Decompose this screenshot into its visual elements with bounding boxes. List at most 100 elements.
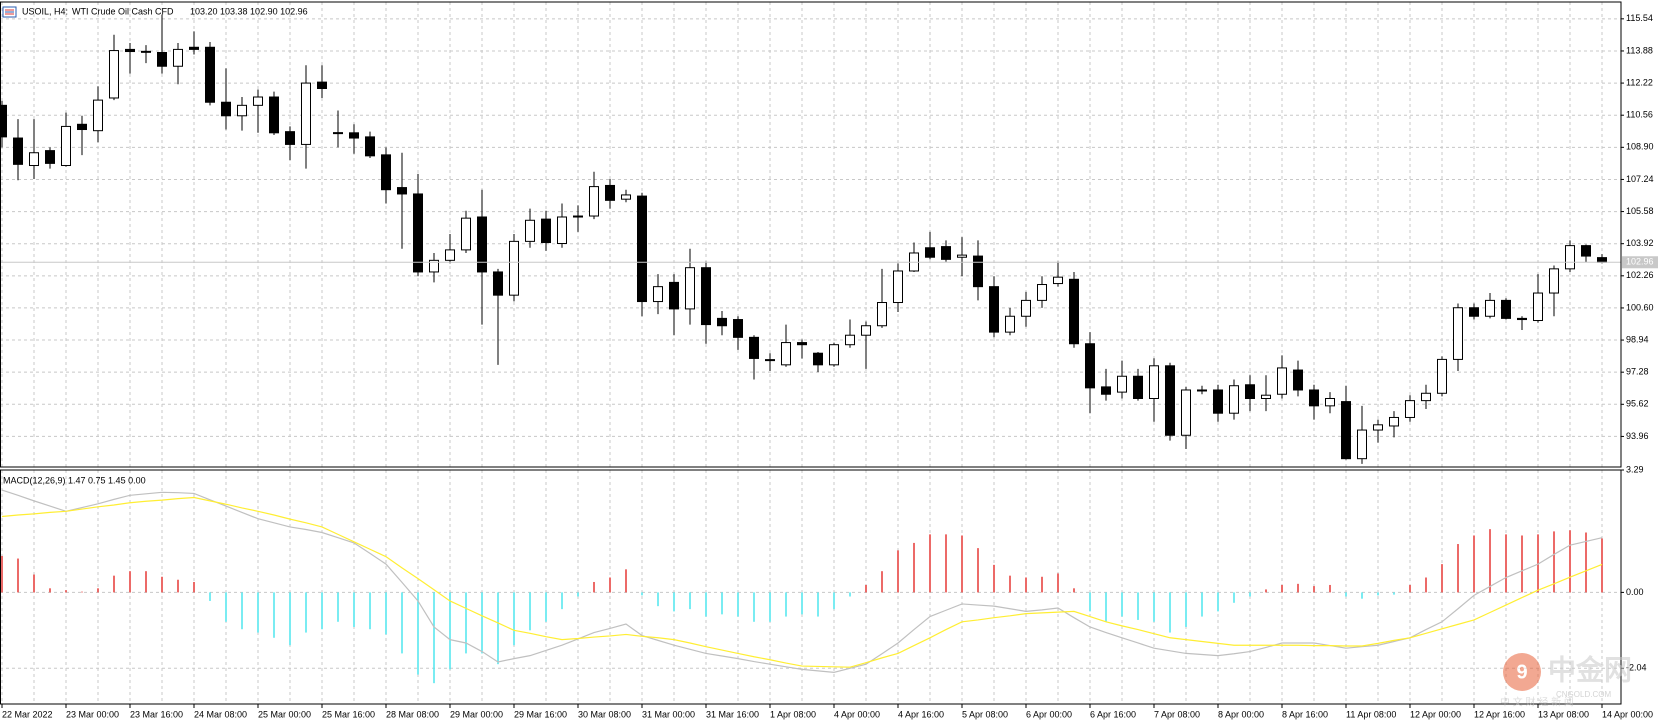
candle-body [1421,392,1431,402]
candle-body [893,270,903,304]
candle-body [493,271,503,296]
y-tick-label: 105.58 [1626,206,1654,216]
candle-body [509,240,519,296]
x-tick-label: 28 Mar 08:00 [386,709,439,719]
x-tick-label: 1 Apr 08:00 [770,709,816,719]
x-tick-label: 30 Mar 08:00 [578,709,631,719]
x-tick-label: 6 Apr 16:00 [1090,709,1136,719]
y-tick-label: 3.29 [1626,464,1644,474]
candle-body [237,104,247,117]
candle-body [13,137,23,165]
y-tick-label: 0.00 [1626,587,1644,597]
candle-body [557,216,567,244]
x-tick-label: 4 Apr 00:00 [834,709,880,719]
candle-body [205,46,215,103]
candle-body [1549,268,1559,294]
candle-body [1533,292,1543,322]
candle-body [1517,317,1527,321]
candle-body [1469,307,1479,317]
candle-body [605,184,615,201]
candle-body [525,219,535,242]
candle-body [1021,299,1031,317]
watermark-tagline: 中 文 财 经 新 闻 [1500,696,1574,709]
x-tick-label: 23 Mar 16:00 [130,709,183,719]
candle-body [1565,245,1575,270]
x-tick-label: 22 Mar 2022 [2,709,53,719]
x-tick-label: 14 Apr 00:00 [1602,709,1653,719]
candle-body [397,187,407,195]
candle-body [477,216,487,273]
candle-body [61,125,71,167]
y-tick-label: 108.90 [1626,142,1654,152]
ohlc-label: 103.20 103.38 102.90 102.96 [190,6,308,16]
x-tick-label: 29 Mar 16:00 [514,709,567,719]
candle-body [1149,365,1159,399]
y-tick-label: 110.56 [1626,110,1653,120]
candle-body [1053,276,1063,285]
indicator-title: MACD(12,26,9) 1.47 0.75 1.45 0.00 [3,475,146,485]
candle-body [1405,400,1415,418]
x-tick-label: 23 Mar 00:00 [66,709,119,719]
candle-body [1501,299,1511,319]
candle-body [445,249,455,261]
candle-body [877,302,887,327]
candle-body [621,194,631,200]
candle-body [1165,365,1175,436]
x-tick-label: 25 Mar 00:00 [258,709,311,719]
candle-body [301,82,311,145]
x-tick-label: 4 Apr 16:00 [898,709,944,719]
candle-body [365,136,375,157]
x-tick-label: 31 Mar 16:00 [706,709,759,719]
y-tick-label: 107.24 [1626,174,1654,184]
symbol: USOIL, H4: [22,6,68,16]
candle-body [765,359,775,362]
candle-body [189,46,199,50]
y-tick-label: 93.96 [1626,431,1649,441]
candle-body [749,336,759,359]
x-tick-label: 8 Apr 00:00 [1218,709,1264,719]
candle-body [253,96,263,106]
candle-body [1309,389,1319,407]
y-tick-label: 97.28 [1626,367,1649,377]
candle-body [1597,257,1607,263]
candle-body [1197,389,1207,392]
candle-body [669,281,679,310]
x-tick-label: 5 Apr 08:00 [962,709,1008,719]
candle-body [157,52,167,67]
candle-body [1133,375,1143,399]
candle-body [1245,384,1255,399]
y-tick-label: -2.04 [1626,663,1647,673]
candle-body [1389,416,1399,427]
candle-body [381,154,391,191]
candle-body [141,50,151,53]
candle-body [317,81,327,89]
candle-body [1037,284,1047,301]
candle-body [109,50,119,99]
x-tick-label: 7 Apr 08:00 [1154,709,1200,719]
candle-body [269,96,279,134]
y-tick-label: 95.62 [1626,399,1649,409]
last-price-label: 102.96 [1626,257,1654,267]
candle-body [1069,278,1079,345]
candle-body [653,286,663,303]
y-tick-label: 98.94 [1626,334,1649,344]
candle-body [941,246,951,260]
candle-body [701,267,711,326]
candle-body [45,150,55,164]
x-tick-label: 25 Mar 16:00 [322,709,375,719]
x-tick-label: 24 Mar 08:00 [194,709,247,719]
svg-text:9: 9 [1516,661,1527,683]
candle-body [957,254,967,258]
x-tick-label: 6 Apr 00:00 [1026,709,1072,719]
symbol-icon [2,6,17,18]
candle-body [1261,394,1271,399]
candle-body [781,342,791,366]
candle-body [285,131,295,145]
y-tick-label: 100.60 [1626,302,1654,312]
x-tick-label: 11 Apr 08:00 [1346,709,1396,719]
x-tick-label: 8 Apr 16:00 [1282,709,1328,719]
candle-body [1085,343,1095,389]
